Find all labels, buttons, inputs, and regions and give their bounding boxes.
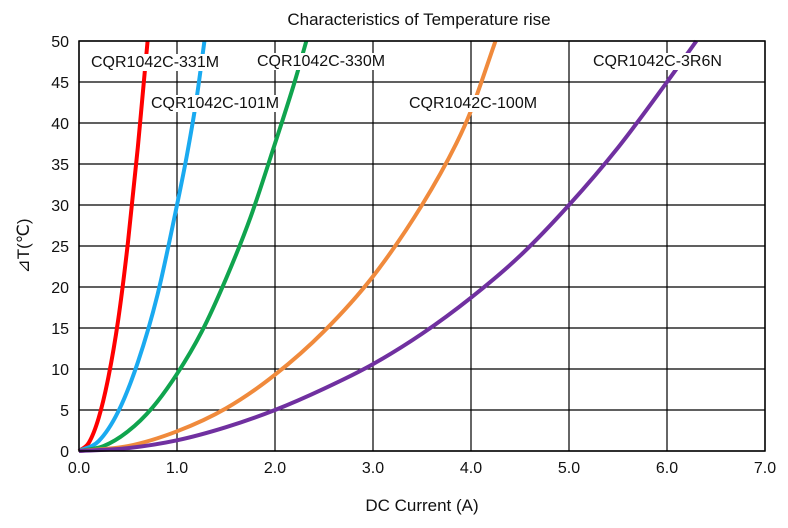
series-label-group: CQR1042C-100M xyxy=(407,95,540,112)
x-tick-label: 1.0 xyxy=(166,460,188,477)
x-tick-label: 7.0 xyxy=(754,460,776,477)
grid-layer xyxy=(78,40,766,452)
x-tick-label: 5.0 xyxy=(558,460,580,477)
chart-title: Characteristics of Temperature rise xyxy=(287,10,550,29)
series-label-background xyxy=(89,54,222,71)
series-label-background xyxy=(591,53,724,70)
series-name-label: CQR1042C-330M xyxy=(257,53,385,70)
y-tick-label: 20 xyxy=(51,280,69,297)
x-tick-label: 0.0 xyxy=(68,460,90,477)
series-layer xyxy=(77,39,699,453)
y-tick-label: 15 xyxy=(51,321,69,338)
plot-frame xyxy=(78,40,766,452)
series-label-layer: CQR1042C-331M CQR1042C-101M CQR1042C-330M C… xyxy=(89,53,724,112)
y-tick-label: 50 xyxy=(51,34,69,51)
y-tick-label: 10 xyxy=(51,362,69,379)
series-name-label: CQR1042C-100M xyxy=(409,95,537,112)
x-tick-label: 4.0 xyxy=(460,460,482,477)
series-label-group: CQR1042C-330M xyxy=(255,53,388,70)
y-axis-title: ⊿T(℃) xyxy=(14,218,33,273)
x-tick-label: 6.0 xyxy=(656,460,678,477)
series-line-cqr1042c-101m xyxy=(78,40,207,453)
x-tick-label: 2.0 xyxy=(264,460,286,477)
series-label-group: CQR1042C-3R6N xyxy=(591,53,724,70)
y-tick-label: 35 xyxy=(51,157,69,174)
y-tick-label: 5 xyxy=(60,403,69,420)
series-label-group: CQR1042C-331M xyxy=(89,54,222,71)
y-tick-label: 40 xyxy=(51,116,69,133)
series-label-background xyxy=(149,95,282,112)
x-axis-title: DC Current (A) xyxy=(365,496,478,515)
tick-label-layer: 0.0 1.0 2.0 3.0 4.0 5.0 6.0 7.0 0 5 10 15 20 25 30 35 40… xyxy=(51,34,776,477)
series-name-label: CQR1042C-331M xyxy=(91,54,219,71)
series-label-background xyxy=(407,95,540,112)
y-tick-label: 25 xyxy=(51,239,69,256)
series-line-cqr1042c-3r6n xyxy=(78,39,699,453)
series-name-label: CQR1042C-101M xyxy=(151,95,279,112)
series-name-label: CQR1042C-3R6N xyxy=(593,53,722,70)
series-label-group: CQR1042C-101M xyxy=(149,95,282,112)
y-tick-label: 0 xyxy=(60,444,69,461)
series-line-cqr1042c-331m xyxy=(77,40,150,453)
series-label-background xyxy=(255,53,388,70)
series-line-cqr1042c-330m xyxy=(78,40,309,453)
y-tick-label: 45 xyxy=(51,75,69,92)
x-tick-label: 3.0 xyxy=(362,460,384,477)
y-tick-label: 30 xyxy=(51,198,69,215)
series-line-cqr1042c-100m xyxy=(78,40,498,453)
